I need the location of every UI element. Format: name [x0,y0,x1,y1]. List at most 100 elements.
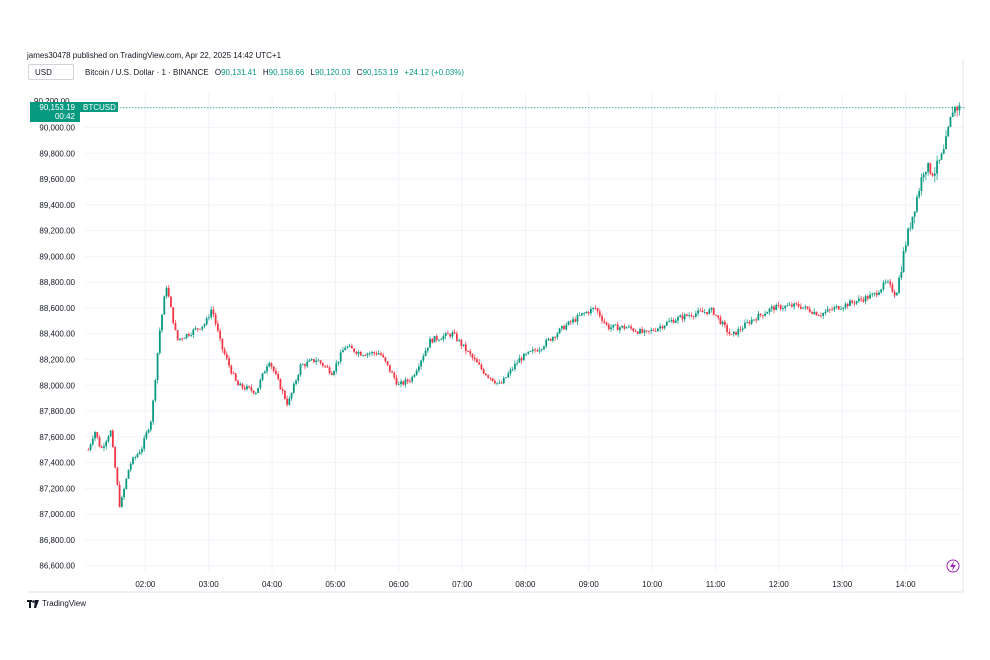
candle [757,311,760,321]
candle [538,346,541,354]
replay-icon[interactable] [946,559,960,573]
candle [87,447,90,451]
candle [386,361,389,367]
candle [708,307,711,315]
candle-body [907,228,909,246]
candle-body [473,357,476,360]
candle [132,456,134,466]
candle [585,310,588,314]
candle-body [808,308,811,313]
candle-body [904,245,907,252]
candle [587,310,590,316]
candle [455,331,458,342]
candle-body [665,322,668,326]
candle [514,360,516,372]
candle-body [342,350,344,353]
candle [357,350,360,358]
candle [183,337,186,339]
candle-body [243,387,246,390]
candle-body [547,338,550,340]
candle [904,241,907,254]
candle-body [176,330,179,340]
candle [170,296,172,308]
candle [476,357,478,363]
candle-body [690,315,693,317]
candle-body [958,105,961,111]
candle-body [179,338,181,340]
candle-body [656,328,659,332]
candle [654,327,657,332]
candle-body [460,339,463,346]
candle-body [645,330,648,332]
candle-body [947,127,950,137]
candle-body [880,289,883,293]
candle [820,312,822,318]
candle [719,314,722,325]
candle [464,341,467,355]
candle-body [205,318,208,325]
candle-body [373,352,376,354]
candle [406,378,409,384]
candle [534,347,536,353]
candle-body [194,328,197,330]
candle-body [310,359,313,361]
candle-body [728,332,731,335]
candle-body [927,163,930,172]
candle [931,172,934,178]
candle [650,327,653,335]
candle [855,300,858,306]
candle-body [109,430,112,437]
candle [560,325,563,332]
currency-selector[interactable]: USD [28,64,74,80]
candle [230,364,233,376]
tradingview-logo[interactable]: TradingView [27,599,86,608]
candle [422,353,425,363]
candle [616,321,619,331]
candle-body [87,449,90,451]
symbol-description[interactable]: Bitcoin / U.S. Dollar · 1 · BINANCE [85,68,209,77]
candle-body [862,299,865,302]
y-tick-label: 87,000.00 [39,510,75,519]
candle [127,469,130,479]
candle [813,308,816,315]
candle [250,384,253,393]
candle-body [141,448,143,453]
candle-body [851,300,854,303]
candle-body [726,325,729,333]
candle-body [406,379,409,382]
candle [949,116,952,128]
candle-body [753,319,755,321]
candle-body [388,364,391,372]
candle-body [440,339,443,341]
candle [290,392,293,401]
candle-body [920,177,923,191]
candle [730,333,733,335]
candle [368,351,371,357]
candle [154,378,157,403]
candle-body [741,328,744,330]
candle [692,315,695,320]
candle [797,301,800,309]
candle-body [643,330,646,333]
candle [909,222,912,232]
candle-body [911,216,914,229]
candle [471,353,474,361]
x-tick-label: 13:00 [832,580,853,589]
candle [212,306,215,318]
candle [313,358,315,364]
candle-body [712,307,715,315]
candle [889,279,892,288]
candle-body [261,373,264,380]
candle [234,372,237,382]
candle [248,385,251,389]
candle [721,320,724,327]
candle-body [540,349,543,350]
candle [574,316,577,323]
candle [359,350,362,356]
candle-body [464,344,467,351]
candle-body [683,314,686,320]
candle [310,357,313,362]
candle [891,282,894,293]
candle [112,429,114,448]
